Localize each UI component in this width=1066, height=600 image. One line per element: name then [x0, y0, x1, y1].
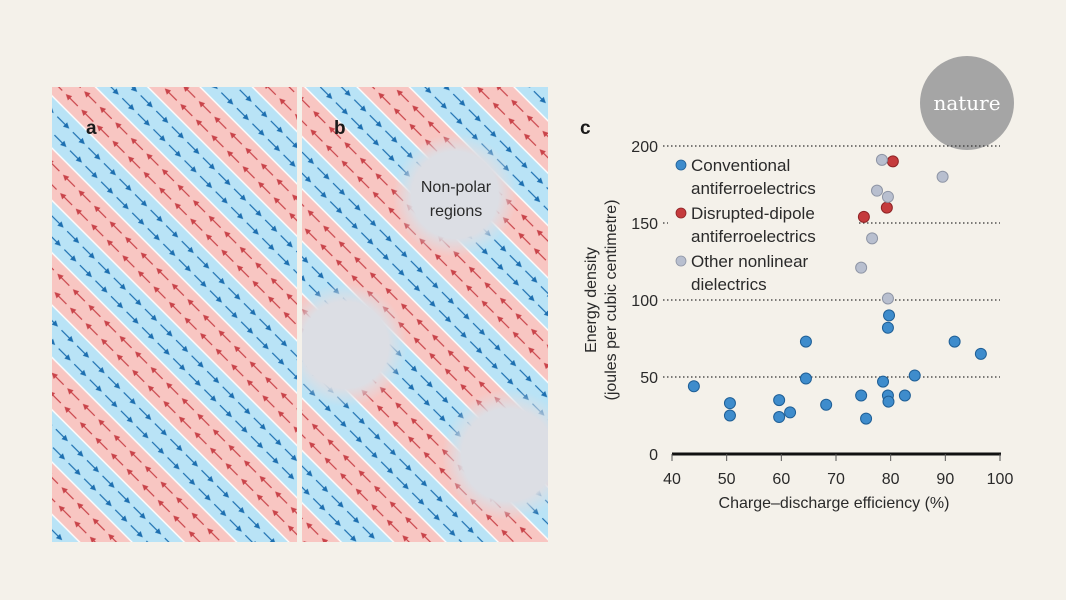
data-point — [948, 335, 961, 348]
legend-marker — [675, 159, 687, 171]
data-point — [881, 321, 894, 334]
data-point — [773, 411, 786, 424]
non-polar-label-line1: Non-polar — [421, 179, 492, 196]
y-tick-label: 150 — [631, 216, 658, 233]
data-point — [974, 347, 987, 360]
legend-label-line1: Other nonlinear — [691, 252, 809, 271]
legend-label-line2: antiferroelectrics — [691, 227, 816, 246]
panel-a: a — [52, 87, 297, 542]
data-point — [871, 184, 883, 197]
data-point — [936, 170, 949, 183]
y-axis-label-line2: (joules per cubic centimetre) — [603, 200, 620, 401]
y-tick-label: 50 — [640, 370, 658, 387]
data-point — [723, 409, 736, 422]
panel-b-label: b — [334, 118, 346, 139]
data-point — [860, 412, 873, 425]
legend-label-line2: dielectrics — [691, 275, 767, 294]
data-point — [881, 190, 894, 203]
non-polar-region — [442, 389, 548, 521]
data-point — [799, 335, 812, 348]
nature-logo: nature — [920, 56, 1014, 150]
legend-label-line2: antiferroelectrics — [691, 179, 816, 198]
legend-marker — [675, 207, 687, 219]
data-point — [855, 261, 868, 274]
data-point — [866, 232, 879, 245]
x-tick-label: 40 — [663, 471, 681, 488]
nature-logo-text: nature — [933, 91, 1000, 115]
data-point — [855, 389, 868, 402]
legend-bg — [668, 245, 858, 293]
antiferroelectric-stripes — [52, 87, 297, 542]
data-point — [687, 380, 700, 393]
data-point — [886, 155, 899, 168]
legend-label-line1: Disrupted-dipole — [691, 204, 815, 223]
data-point — [881, 292, 894, 305]
legend-bg — [668, 197, 858, 245]
y-tick-label: 100 — [631, 293, 658, 310]
legend: Conventional antiferroelectrics Disrupted-… — [668, 149, 858, 294]
x-axis-label: Charge–discharge efficiency (%) — [719, 495, 950, 512]
panel-a-label: a — [86, 118, 97, 139]
non-polar-region — [302, 283, 407, 407]
data-point — [908, 369, 921, 382]
data-point — [820, 398, 833, 411]
x-tick-label: 70 — [827, 471, 845, 488]
y-tick-label: 200 — [631, 139, 658, 156]
data-point — [723, 397, 736, 410]
data-point — [773, 394, 786, 407]
data-point — [880, 201, 893, 214]
y-axis-label-line1: Energy density — [583, 247, 600, 353]
panel-c-label: c — [580, 118, 591, 139]
legend-marker — [675, 255, 687, 267]
data-point — [784, 406, 797, 419]
data-point — [875, 153, 888, 166]
panel-b: b Non-polar regions — [302, 87, 548, 542]
data-point — [857, 210, 870, 223]
non-polar-region — [393, 133, 517, 257]
y-tick-label: 0 — [649, 447, 658, 464]
legend-label-line1: Conventional — [691, 156, 790, 175]
data-point — [877, 375, 890, 388]
x-tick-label: 60 — [772, 471, 790, 488]
data-point — [898, 389, 911, 402]
x-tick-label: 50 — [718, 471, 736, 488]
data-point — [799, 372, 812, 385]
x-tick-label: 80 — [882, 471, 900, 488]
non-polar-label-line2: regions — [430, 203, 482, 220]
data-point — [883, 309, 896, 322]
x-tick-label: 90 — [936, 471, 954, 488]
scatter-chart: 0 50 100 150 200 40 50 60 70 80 90 100 Conventional… — [583, 139, 1013, 512]
data-point — [882, 395, 895, 408]
legend-bg — [668, 149, 858, 197]
x-tick-label: 100 — [987, 471, 1014, 488]
